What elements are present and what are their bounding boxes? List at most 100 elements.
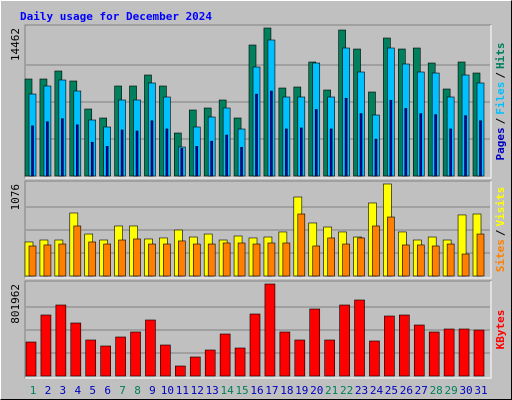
x-tick-label: 6 (104, 384, 111, 397)
bar (118, 239, 126, 277)
bar (264, 283, 276, 377)
x-tick-label: 12 (191, 384, 204, 397)
y-tick-label: 14462 (9, 28, 22, 61)
x-tick-label: 15 (235, 384, 248, 397)
bar (402, 244, 410, 277)
y-tick-label: 801962 (9, 284, 22, 324)
bar (384, 315, 395, 377)
bar (297, 213, 306, 277)
bar (73, 225, 82, 277)
bar (312, 245, 321, 277)
bar (285, 128, 288, 177)
bar (374, 138, 378, 177)
bar (178, 240, 186, 277)
x-tick-label: 30 (459, 384, 472, 397)
x-tick-label: 27 (415, 384, 428, 397)
x-tick-label: 28 (430, 384, 443, 397)
bar (279, 331, 291, 377)
bar (267, 242, 276, 277)
bar (359, 113, 363, 177)
bar (135, 130, 139, 177)
bar (88, 241, 97, 277)
bar (145, 319, 156, 377)
bar (85, 339, 97, 377)
bar (70, 322, 82, 377)
bar (294, 339, 306, 377)
bar (342, 243, 350, 277)
legend-entry: Visits (494, 187, 507, 227)
x-tick-label: 8 (134, 384, 141, 397)
legend: Sites / Visits (494, 187, 507, 273)
bar (192, 243, 201, 277)
bar (43, 244, 52, 277)
legend-separator: / (494, 72, 507, 79)
legend-entry: Pages (494, 127, 507, 160)
bar (357, 237, 365, 277)
bar (46, 121, 49, 177)
bar (434, 114, 438, 177)
bar (55, 304, 67, 377)
bar (255, 93, 258, 177)
legend: KBytes (494, 310, 507, 350)
bar (133, 238, 141, 277)
bar (40, 314, 52, 377)
bar (473, 329, 485, 377)
bar (458, 328, 470, 377)
bar (419, 113, 423, 177)
bar (207, 243, 216, 277)
bar (249, 313, 261, 377)
bar (399, 314, 410, 377)
bar (195, 146, 199, 177)
legend-separator: / (494, 117, 507, 124)
bar (204, 349, 216, 377)
x-tick-label: 19 (295, 384, 308, 397)
bar (225, 134, 228, 177)
x-tick-label: 1 (30, 384, 37, 397)
bar (461, 253, 470, 277)
bar (28, 245, 37, 277)
bar (210, 140, 213, 177)
panel-highlight (25, 281, 492, 379)
chart-title: Daily usage for December 2024 (20, 10, 212, 23)
bar (416, 244, 425, 277)
bar (31, 125, 34, 177)
bar (165, 128, 169, 177)
x-tick-label: 17 (265, 384, 278, 397)
x-tick-label: 16 (250, 384, 263, 397)
x-tick-label: 9 (149, 384, 156, 397)
bar (175, 365, 186, 377)
bar (387, 216, 395, 277)
bar (372, 225, 380, 277)
bar (189, 356, 201, 377)
x-tick-label: 5 (89, 384, 96, 397)
bar (150, 120, 154, 177)
bar (234, 347, 246, 377)
bar (446, 243, 455, 277)
legend-entry: Hits (494, 43, 507, 70)
bar (163, 243, 171, 277)
bar (413, 324, 425, 377)
x-tick-label: 23 (355, 384, 368, 397)
x-tick-label: 31 (474, 384, 487, 397)
bar (282, 242, 291, 277)
x-tick-label: 3 (60, 384, 67, 397)
bar (314, 109, 318, 177)
bar (464, 115, 467, 177)
bar (61, 118, 64, 177)
bar (369, 340, 380, 377)
x-tick-label: 29 (445, 384, 458, 397)
x-tick-label: 7 (119, 384, 126, 397)
legend: Pages / Files / Hits (494, 43, 507, 161)
bar (324, 339, 335, 377)
bar (219, 333, 231, 377)
bar (428, 331, 440, 377)
bar (431, 245, 440, 277)
bar (180, 148, 184, 177)
bar (100, 345, 111, 377)
bar (339, 304, 350, 377)
bar (115, 336, 126, 377)
bar (327, 237, 335, 277)
x-tick-label: 25 (385, 384, 398, 397)
x-tick-label: 10 (161, 384, 174, 397)
x-tick-label: 4 (74, 384, 81, 397)
